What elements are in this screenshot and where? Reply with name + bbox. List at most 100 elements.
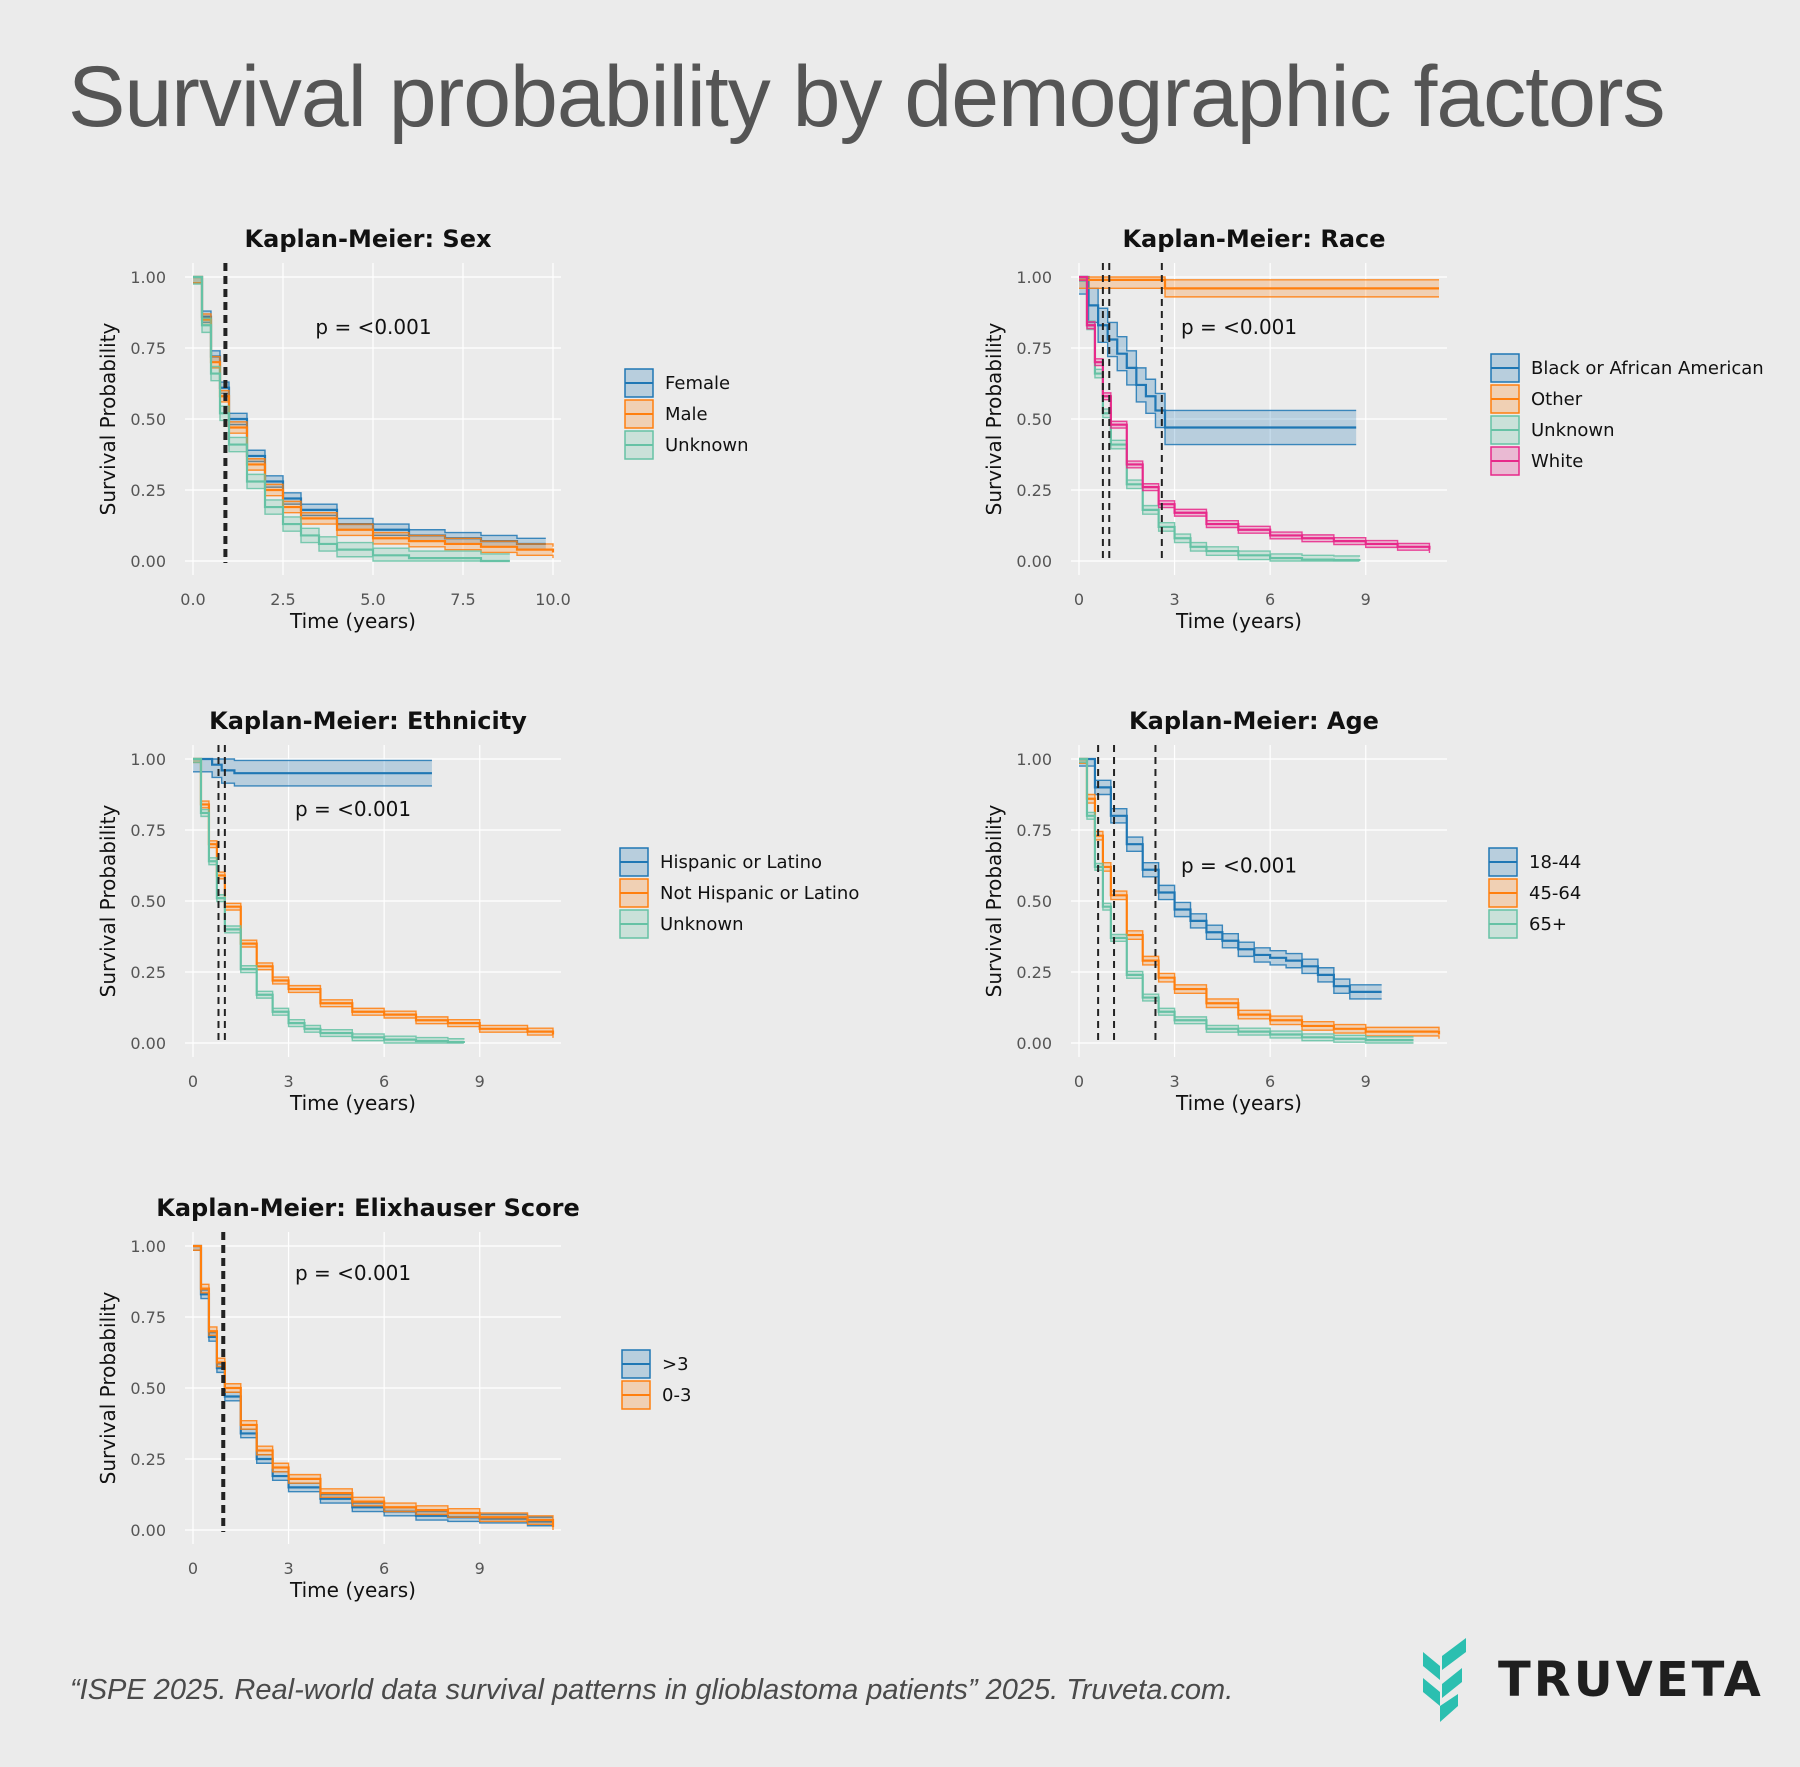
chart-title: Kaplan-Meier: Age (1129, 707, 1379, 735)
x-tick-label: 0 (188, 1072, 198, 1091)
legend-item[interactable]: 0-3 (621, 1380, 691, 1410)
legend-item[interactable]: Hispanic or Latino (619, 847, 822, 877)
confidence-band (1079, 277, 1439, 297)
survival-curve (193, 757, 555, 1035)
x-tick-label: 9 (475, 1072, 485, 1091)
y-tick-label: 0.50 (1016, 892, 1052, 911)
series--3 (193, 1244, 553, 1527)
y-tick-label: 0.75 (130, 1308, 166, 1327)
ci-bound-line (193, 1249, 554, 1530)
truveta-logo[interactable] (1420, 1636, 1760, 1726)
y-tick-label: 1.00 (130, 750, 166, 769)
confidence-band (1079, 759, 1382, 999)
legend: Female Male Unknown (624, 368, 749, 460)
legend-label: White (1531, 451, 1583, 472)
p-value-annotation: p = <0.001 (295, 797, 411, 821)
x-tick-label: 6 (379, 1072, 389, 1091)
km-panel-2: Kaplan-Meier: Race 0.00 0.25 0.50 0.75 1.00 0 3… (982, 225, 1764, 633)
chart-title: Kaplan-Meier: Ethnicity (209, 707, 527, 735)
series-hispanic-or-latino (193, 757, 432, 787)
y-tick-label: 0.75 (130, 821, 166, 840)
ci-bound-line (193, 771, 432, 787)
km-panel-4: Kaplan-Meier: Age 0.00 0.25 0.50 0.75 1.00 0 3 6… (982, 707, 1581, 1115)
legend-item[interactable]: Not Hispanic or Latino (619, 878, 859, 908)
legend-label: Other (1531, 389, 1583, 410)
legend-item[interactable]: 18-44 (1488, 847, 1581, 877)
legend-item[interactable]: Black or African American (1490, 353, 1764, 383)
ci-bound-line (1079, 761, 1414, 1044)
km-panel-1: Kaplan-Meier: Sex 0.00 0.25 0.50 0.75 1.00 0.0… (96, 225, 749, 633)
x-tick-label: 0.0 (180, 590, 205, 609)
legend-item[interactable]: White (1490, 446, 1583, 476)
y-tick-label: 0.50 (130, 1379, 166, 1398)
y-tick-label: 0.25 (130, 1450, 166, 1469)
x-tick-label: 3 (283, 1072, 293, 1091)
series-unknown (193, 757, 465, 1044)
legend-item[interactable]: Male (624, 399, 708, 429)
legend-item[interactable]: Unknown (619, 909, 744, 939)
y-tick-label: 0.50 (130, 892, 166, 911)
legend-item[interactable]: Female (624, 368, 730, 398)
km-panel-3: Kaplan-Meier: Ethnicity 0.00 0.25 0.50 0.75 1… (96, 707, 859, 1115)
legend-label: Unknown (660, 914, 744, 935)
x-tick-label: 9 (1361, 1072, 1371, 1091)
legend-item[interactable]: Unknown (624, 430, 749, 460)
km-panel-5: Kaplan-Meier: Elixhauser Score 0.00 0.25 0.… (96, 1194, 691, 1602)
grid (185, 745, 561, 1057)
x-tick-label: 0 (1074, 1072, 1084, 1091)
legend-label: >3 (662, 1354, 689, 1375)
ci-bound-line (193, 276, 546, 539)
y-axis-label: Survival Probability (982, 804, 1006, 997)
survival-curve (193, 1244, 555, 1528)
legend: Black or African American Other Unknown Whi… (1490, 353, 1764, 476)
grid (1071, 263, 1447, 575)
x-tick-label: 0 (1074, 590, 1084, 609)
legend-label: Hispanic or Latino (660, 852, 822, 873)
x-axis-label: Time (years) (289, 1578, 416, 1602)
x-tick-label: 3 (1169, 1072, 1179, 1091)
y-tick-label: 0.75 (130, 339, 166, 358)
y-tick-label: 1.00 (1016, 750, 1052, 769)
survival-curve (1079, 757, 1414, 1042)
y-tick-label: 0.00 (130, 552, 166, 571)
x-tick-label: 6 (1265, 1072, 1275, 1091)
legend-label: Not Hispanic or Latino (660, 883, 859, 904)
legend-label: 0-3 (662, 1385, 691, 1406)
legend-label: Black or African American (1531, 358, 1764, 379)
y-tick-label: 1.00 (130, 268, 166, 287)
legend: >30-3 (621, 1349, 691, 1410)
survival-curve (193, 275, 555, 553)
x-tick-label: 2.5 (270, 590, 295, 609)
y-tick-label: 0.00 (130, 1521, 166, 1540)
ci-bound-line (193, 758, 465, 1040)
legend-label: Unknown (665, 435, 749, 456)
legend: 18-44 45-64 65+ (1488, 847, 1581, 939)
legend-item[interactable]: Other (1490, 384, 1583, 414)
y-tick-label: 1.00 (130, 1237, 166, 1256)
y-tick-label: 0.00 (130, 1034, 166, 1053)
legend-item[interactable]: 65+ (1488, 909, 1567, 939)
y-axis-label: Survival Probability (96, 804, 120, 997)
p-value-annotation: p = <0.001 (1181, 315, 1297, 339)
y-axis-label: Survival Probability (982, 322, 1006, 515)
x-tick-label: 7.5 (450, 590, 475, 609)
x-tick-label: 9 (1361, 590, 1371, 609)
series-18-44 (1079, 757, 1382, 1000)
confidence-band (193, 1246, 553, 1526)
survival-curve (1079, 757, 1441, 1035)
legend-item[interactable]: >3 (621, 1349, 689, 1379)
chart-title: Kaplan-Meier: Elixhauser Score (156, 1194, 579, 1222)
legend-item[interactable]: Unknown (1490, 415, 1615, 445)
legend-label: Unknown (1531, 420, 1615, 441)
confidence-band (1079, 759, 1439, 1039)
survival-curve (1079, 757, 1382, 993)
y-tick-label: 0.75 (1016, 339, 1052, 358)
series-0-3 (193, 1244, 555, 1530)
legend-item[interactable]: 45-64 (1488, 878, 1581, 908)
x-axis-label: Time (years) (289, 1091, 416, 1115)
ci-bound-line (1079, 276, 1439, 281)
y-tick-label: 0.75 (1016, 821, 1052, 840)
y-tick-label: 0.00 (1016, 1034, 1052, 1053)
confidence-band (1079, 277, 1357, 445)
ci-bound-line (1079, 287, 1439, 298)
